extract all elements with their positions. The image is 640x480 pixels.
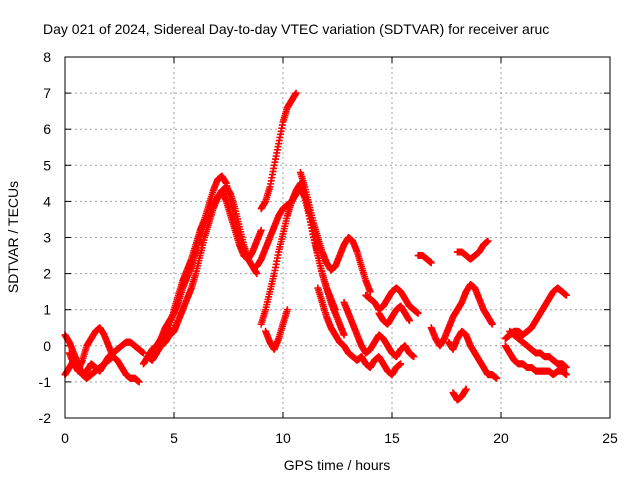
data-point [397,360,405,368]
y-tick-label: 7 [43,85,51,101]
y-tick-label: -1 [39,374,52,390]
series-arc-20 [453,237,492,263]
data-point [340,331,348,339]
series-arc-15 [375,302,413,328]
y-tick-label: 5 [43,157,51,173]
data-point [462,385,470,393]
data-point [484,237,492,245]
series-arc-13 [340,298,418,361]
y-tick-label: -2 [39,410,52,426]
data-point [257,226,265,234]
series-arc-14 [362,284,422,317]
series-arc-16 [414,252,435,267]
series-arc-18 [445,327,501,382]
series-arc-23 [506,327,570,371]
data-point [562,363,570,371]
y-tick-label: 8 [43,49,51,65]
x-tick-label: 20 [493,430,509,446]
data-point [562,291,570,299]
series-arc-7 [257,89,300,213]
series-arc-2 [61,331,147,382]
data-point [410,353,418,361]
x-tick-label: 5 [170,430,178,446]
series-arc-10 [262,306,291,353]
x-tick-label: 15 [384,430,400,446]
series-arc-6 [157,187,265,343]
y-tick-label: 3 [43,230,51,246]
series-arc-11 [296,169,374,296]
plot-frame [64,56,611,419]
series-arc-9 [253,183,348,339]
y-tick-label: 0 [43,338,51,354]
data-point [493,374,501,382]
data-point [405,317,413,325]
x-tick-label: 25 [602,430,618,446]
data-point [427,259,435,267]
y-tick-labels: -2 -1 0 1 2 3 4 5 6 7 8 [39,49,52,426]
x-tick-labels: 0 5 10 15 20 25 [61,430,618,446]
x-tick-label: 10 [275,430,291,446]
y-tick-label: 2 [43,266,51,282]
series-arc-17 [427,280,496,350]
series-arc-12 [314,284,405,379]
series-arc-8 [257,179,339,328]
data-point [135,378,143,386]
series-arc-19 [449,385,470,404]
data-point [139,349,147,357]
x-tick-label: 0 [61,430,69,446]
data-point [253,270,261,278]
series-arc-22 [501,342,570,379]
y-tick-label: 1 [43,302,51,318]
data-point [414,309,422,317]
data-point [562,371,570,379]
y-axis-label: SDTVAR / TECUs [5,181,21,293]
data-point [283,306,291,314]
data-points [61,89,570,404]
y-tick-label: 4 [43,193,51,209]
data-point [292,89,300,97]
x-axis-label: GPS time / hours [284,457,391,473]
data-point [109,353,117,361]
data-point [366,288,374,296]
data-point [488,320,496,328]
y-tick-label: 6 [43,121,51,137]
series-arc-3 [65,324,117,375]
chart-title: Day 021 of 2024, Sidereal Day-to-day VTE… [43,21,549,37]
